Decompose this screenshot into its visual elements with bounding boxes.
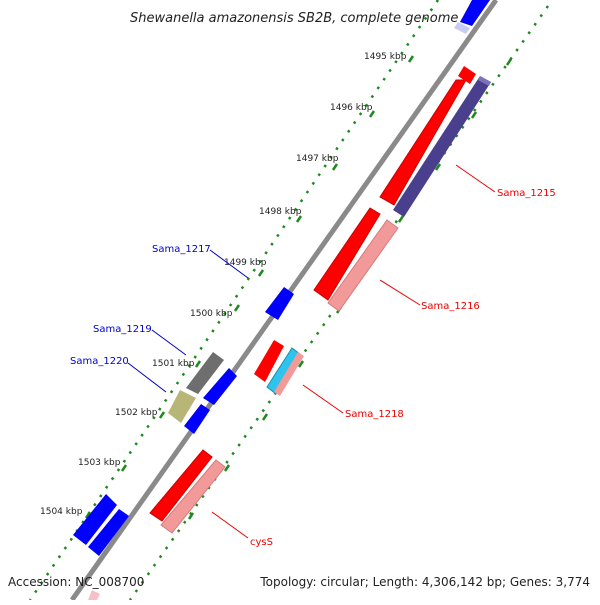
gene-sama-1220-olive-homolog[interactable] (168, 390, 196, 423)
label-connectors (127, 164, 496, 539)
connector-cyss (211, 511, 249, 539)
gene-cyss-homolog[interactable] (160, 459, 226, 534)
gene-label-sama-1216[interactable]: Sama_1216 (421, 301, 480, 312)
gene-sama-1215-arrowhead[interactable] (458, 66, 476, 84)
gene-label-sama-1218[interactable]: Sama_1218 (345, 409, 404, 420)
tick-label-1503: 1503 kbp (78, 458, 121, 468)
connector-sama-1219 (151, 329, 187, 356)
gene-sama-1218-cds[interactable] (254, 340, 284, 382)
tick-label-1497: 1497 kbp (296, 154, 339, 164)
gene-label-sama-1219[interactable]: Sama_1219 (93, 324, 152, 335)
ruler-tick-labels: 1495 kbp 1496 kbp 1497 kbp 1498 kbp 1499… (40, 52, 407, 517)
connector-sama-1216 (379, 279, 421, 306)
partial-feature-bottom-pink[interactable] (88, 590, 100, 600)
gene-label-sama-1217[interactable]: Sama_1217 (152, 244, 211, 255)
gene-sama-1219-cds[interactable] (203, 368, 237, 405)
connector-sama-1218 (302, 384, 344, 414)
ruler-ticks (84, 55, 415, 519)
gene-sama-1215-homolog-cap[interactable] (478, 76, 491, 86)
tick-label-1496: 1496 kbp (330, 103, 373, 113)
tick-label-1498: 1498 kbp (259, 207, 302, 217)
gene-sama-1217-cds[interactable] (265, 287, 294, 320)
tick-label-1502: 1502 kbp (115, 408, 158, 418)
tick-label-1504: 1504 kbp (40, 507, 83, 517)
gene-sama-1218-homolog-cap[interactable] (274, 352, 304, 396)
tick-label-1501: 1501 kbp (152, 359, 195, 369)
tick-label-1500: 1500 kbp (190, 309, 233, 319)
partial-feature-top-blue[interactable] (460, 0, 490, 26)
outer-dotted-track (28, 0, 440, 601)
gene-sama-1216-cds[interactable] (313, 207, 381, 301)
gene-sama-1215-cds[interactable] (379, 79, 467, 206)
gene-label-sama-1220[interactable]: Sama_1220 (70, 356, 129, 367)
gene-cyss-cds[interactable] (149, 449, 213, 522)
reverse-gene-1504a[interactable] (73, 494, 117, 545)
connector-sama-1217 (209, 249, 249, 279)
tick-label-1499: 1499 kbp (224, 258, 267, 268)
gene-sama-1218-cyan-homolog[interactable] (266, 347, 301, 395)
connector-sama-1220 (127, 362, 167, 393)
tick-label-1495: 1495 kbp (364, 52, 407, 62)
gene-labels[interactable]: Sama_1215 Sama_1216 Sama_1217 Sama_1218 … (70, 188, 556, 548)
gene-sama-1216-homolog[interactable] (327, 219, 399, 312)
connector-sama-1215 (455, 164, 496, 193)
gene-sama-1220-cds[interactable] (184, 404, 210, 434)
accession-text: Accession: NC_008700 (8, 575, 144, 589)
gene-sama-1219-gray-homolog[interactable] (186, 352, 224, 394)
gene-label-sama-1215[interactable]: Sama_1215 (497, 188, 556, 199)
reverse-gene-1504b[interactable] (88, 509, 129, 556)
topology-text: Topology: circular; Length: 4,306,142 bp… (259, 575, 590, 589)
gene-sama-1215-homolog[interactable] (393, 76, 491, 217)
genome-title: Shewanella amazonensis SB2B, complete ge… (130, 11, 458, 26)
gene-label-cyss[interactable]: cysS (250, 537, 273, 548)
partial-feature-top-blue-homolog[interactable] (454, 22, 470, 34)
features[interactable] (73, 0, 491, 600)
